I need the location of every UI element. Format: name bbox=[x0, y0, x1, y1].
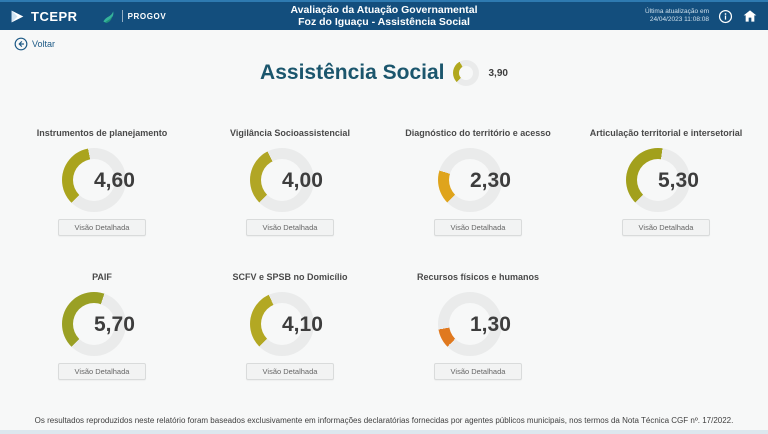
card-title: Articulação territorial e intersetorial bbox=[589, 128, 743, 138]
detail-view-button[interactable]: Visão Detalhada bbox=[57, 363, 147, 380]
indicator-card: Recursos físicos e humanos 1,30 Visão De… bbox=[384, 266, 572, 402]
detail-view-button[interactable]: Visão Detalhada bbox=[57, 219, 147, 236]
card-title: Instrumentos de planejamento bbox=[36, 128, 168, 138]
detail-view-button[interactable]: Visão Detalhada bbox=[433, 219, 523, 236]
back-label: Voltar bbox=[32, 39, 56, 49]
gauge: 2,30 bbox=[384, 148, 572, 212]
card-title: Vigilância Socioassistencial bbox=[230, 128, 350, 138]
overall-gauge bbox=[453, 60, 480, 86]
indicator-card: Instrumentos de planejamento 4,60 Visão … bbox=[8, 122, 196, 258]
footer-note: Os resultados reproduzidos neste relatór… bbox=[34, 416, 734, 425]
gauge: 5,70 bbox=[8, 292, 196, 356]
progov-logo-text: PROGOV bbox=[127, 11, 167, 21]
back-button[interactable]: Voltar bbox=[14, 37, 55, 51]
gauge: 4,60 bbox=[8, 148, 196, 212]
overall-gauge-value: 3,90 bbox=[488, 67, 508, 79]
tcepr-logo-text: TCEPR bbox=[31, 8, 78, 24]
last-update-value: 24/04/2023 11:08:08 bbox=[649, 16, 709, 23]
home-icon[interactable] bbox=[742, 8, 758, 24]
progov-logo: PROGOV bbox=[100, 8, 167, 25]
page-title-row: Assistência Social 3,90 bbox=[0, 55, 768, 91]
gauge: 4,10 bbox=[196, 292, 384, 356]
card-title: SCFV e SPSB no Domicílio bbox=[232, 272, 348, 282]
progov-bird-icon bbox=[102, 10, 113, 23]
gauge: 4,00 bbox=[196, 148, 384, 212]
detail-view-button[interactable]: Visão Detalhada bbox=[245, 219, 335, 236]
indicator-card: SCFV e SPSB no Domicílio 4,10 Visão Deta… bbox=[196, 266, 384, 402]
gauge-value: 5,70 bbox=[94, 313, 135, 337]
logo-separator bbox=[121, 10, 123, 22]
detail-view-button[interactable]: Visão Detalhada bbox=[433, 363, 523, 380]
last-update: Última atualização em 24/04/2023 11:08:0… bbox=[645, 8, 709, 25]
card-title: PAIF bbox=[92, 272, 112, 282]
indicator-card: Articulação territorial e intersetorial … bbox=[572, 122, 760, 258]
gauge: 5,30 bbox=[572, 148, 760, 212]
card-title: Recursos físicos e humanos bbox=[416, 272, 540, 282]
indicator-card: Diagnóstico do território e acesso 2,30 … bbox=[384, 122, 572, 258]
indicator-card: Vigilância Socioassistencial 4,00 Visão … bbox=[196, 122, 384, 258]
gauge-value: 1,30 bbox=[470, 313, 511, 337]
detail-view-button[interactable]: Visão Detalhada bbox=[245, 363, 335, 380]
card-title: Diagnóstico do território e acesso bbox=[405, 128, 551, 138]
app-header: TCEPR PROGOV Avaliação da Atuação Govern… bbox=[0, 0, 768, 30]
back-arrow-icon bbox=[14, 37, 28, 51]
tcepr-triangle-icon bbox=[11, 10, 24, 22]
detail-view-button[interactable]: Visão Detalhada bbox=[621, 219, 711, 236]
last-update-label: Última atualização em bbox=[645, 7, 709, 15]
indicator-card: PAIF 5,70 Visão Detalhada bbox=[8, 266, 196, 402]
indicator-grid: Instrumentos de planejamento 4,60 Visão … bbox=[8, 122, 760, 402]
gauge-value: 4,60 bbox=[94, 169, 135, 193]
gauge-value: 2,30 bbox=[470, 169, 511, 193]
tcepr-logo: TCEPR bbox=[10, 9, 78, 24]
info-icon[interactable] bbox=[718, 9, 733, 24]
gauge-value: 5,30 bbox=[658, 169, 699, 193]
gauge-value: 4,00 bbox=[282, 169, 323, 193]
bottom-strip bbox=[0, 430, 768, 434]
gauge: 1,30 bbox=[384, 292, 572, 356]
gauge-value: 4,10 bbox=[282, 313, 323, 337]
page-title: Assistência Social bbox=[260, 61, 445, 84]
